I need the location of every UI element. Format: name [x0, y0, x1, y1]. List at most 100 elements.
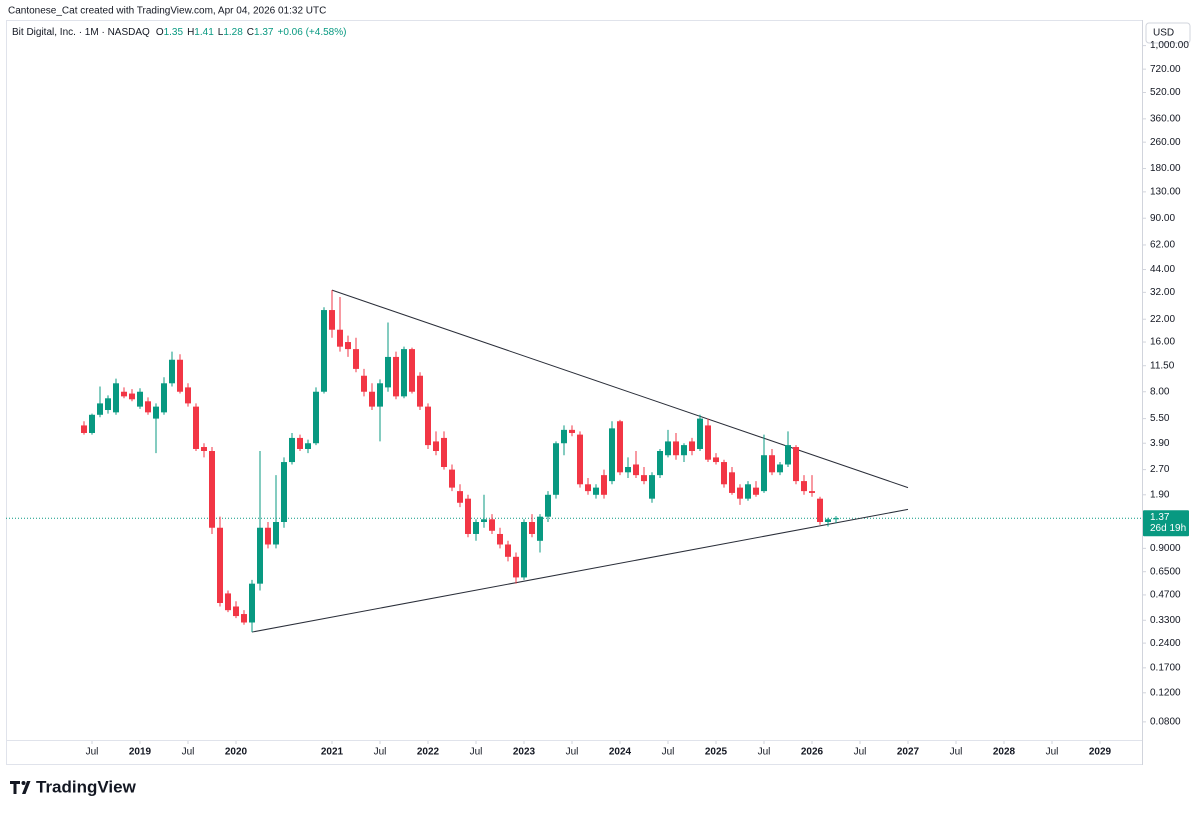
candle-body: [585, 484, 591, 492]
y-tick-label: 22.00: [1150, 314, 1175, 325]
candle-body: [465, 498, 471, 534]
y-tick-label: 0.6500: [1150, 566, 1181, 577]
candle-body: [369, 391, 375, 407]
y-tick-label: 720.00: [1150, 64, 1181, 75]
candle-body: [505, 544, 511, 557]
candle-body: [545, 494, 551, 517]
trendline: [251, 508, 909, 633]
y-tick-label: 0.1200: [1150, 687, 1181, 698]
candle-body: [329, 310, 335, 330]
x-tick-label: Jul: [758, 747, 771, 758]
candle-body: [225, 593, 231, 611]
y-tick-label: 520.00: [1150, 87, 1181, 98]
candle-body: [89, 414, 95, 433]
candle-body: [345, 342, 351, 350]
y-tick-label: 2.70: [1150, 464, 1170, 475]
currency[interactable]: USD: [1153, 28, 1174, 39]
x-tick-label: 2019: [129, 747, 152, 758]
candle-body: [361, 375, 367, 392]
candle-body: [81, 425, 87, 433]
candle-body: [193, 406, 199, 449]
x-tick-label: Jul: [86, 747, 99, 758]
x-tick-label: Jul: [470, 747, 483, 758]
candle-body: [305, 443, 311, 449]
candle-body: [233, 606, 239, 617]
y-tick-label: 130.00: [1150, 187, 1181, 198]
candle-body: [321, 310, 327, 392]
x-tick-label: Jul: [374, 747, 387, 758]
candle-body: [721, 462, 727, 485]
legend-key: H: [187, 27, 194, 38]
candle-body: [481, 519, 487, 522]
legend-value: 1.41: [194, 27, 214, 38]
candle-body: [753, 487, 759, 495]
candle-body: [441, 437, 447, 467]
legend-change: +0.06 (+4.58%): [278, 27, 347, 38]
legend-value: 1.37: [254, 27, 274, 38]
x-tick-label: 2024: [609, 747, 632, 758]
trendline: [331, 289, 909, 489]
candle-body: [793, 447, 799, 482]
candle-body: [417, 375, 423, 407]
candle-body: [265, 527, 271, 545]
candle-body: [537, 516, 543, 541]
countdown: 26d 19h: [1150, 523, 1186, 534]
candle-body: [337, 329, 343, 347]
candle-body: [433, 441, 439, 451]
y-tick-label: 260.00: [1150, 137, 1181, 148]
candle-body: [657, 450, 663, 476]
symbol-title: Bit Digital, Inc. · 1M · NASDAQ: [12, 27, 150, 38]
candle-body: [377, 383, 383, 407]
y-tick-label: 0.4700: [1150, 590, 1181, 601]
candle-body: [681, 445, 687, 456]
y-tick-label: 32.00: [1150, 287, 1175, 298]
y-tick-label: 8.00: [1150, 386, 1170, 397]
x-tick-label: 2022: [417, 747, 440, 758]
x-tick-label: Jul: [1046, 747, 1059, 758]
x-tick-label: 2028: [993, 747, 1016, 758]
x-tick-label: Jul: [182, 747, 195, 758]
candle-body: [513, 556, 519, 578]
x-tick-label: Jul: [662, 747, 675, 758]
candle-body: [825, 519, 831, 522]
y-tick-label: 1,000.00: [1150, 40, 1189, 51]
candle-body: [457, 491, 463, 503]
candle-body: [385, 356, 391, 388]
y-tick-label: 62.00: [1150, 240, 1175, 251]
y-tick-label: 3.90: [1150, 438, 1170, 449]
x-tick-label: 2021: [321, 747, 344, 758]
legend-key: L: [218, 27, 224, 38]
y-tick-label: 0.2400: [1150, 638, 1181, 649]
candle-body: [673, 441, 679, 456]
candle-body: [665, 441, 671, 456]
currency-button[interactable]: [1145, 22, 1191, 44]
price-label: 1.37: [1150, 512, 1170, 523]
candle-body: [497, 533, 503, 545]
candle-body: [217, 527, 223, 603]
x-tick-label: 2025: [705, 747, 728, 758]
candle-body: [641, 475, 647, 482]
candle-body: [97, 403, 103, 415]
y-tick-label: 0.0800: [1150, 717, 1181, 728]
candle-body: [177, 359, 183, 392]
candle-body: [105, 398, 111, 411]
candle-body: [201, 447, 207, 451]
brand: TradingView: [36, 777, 137, 796]
y-tick-label: 0.1700: [1150, 662, 1181, 673]
candle-body: [145, 401, 151, 413]
attribution: Cantonese_Cat created with TradingView.c…: [8, 6, 326, 17]
candle-body: [609, 428, 615, 482]
candle-body: [625, 466, 631, 473]
legend-key: O: [156, 27, 164, 38]
brand-logo: [10, 781, 31, 794]
candle-body: [833, 518, 839, 520]
y-tick-label: 11.50: [1150, 360, 1175, 371]
candle-body: [281, 462, 287, 522]
legend-value: 1.28: [223, 27, 243, 38]
symbol-legend: Bit Digital, Inc. · 1M · NASDAQ O1.35 H1.4…: [12, 27, 346, 38]
candle-body: [241, 614, 247, 623]
x-tick-label: 2029: [1089, 747, 1112, 758]
candle-body: [777, 464, 783, 473]
